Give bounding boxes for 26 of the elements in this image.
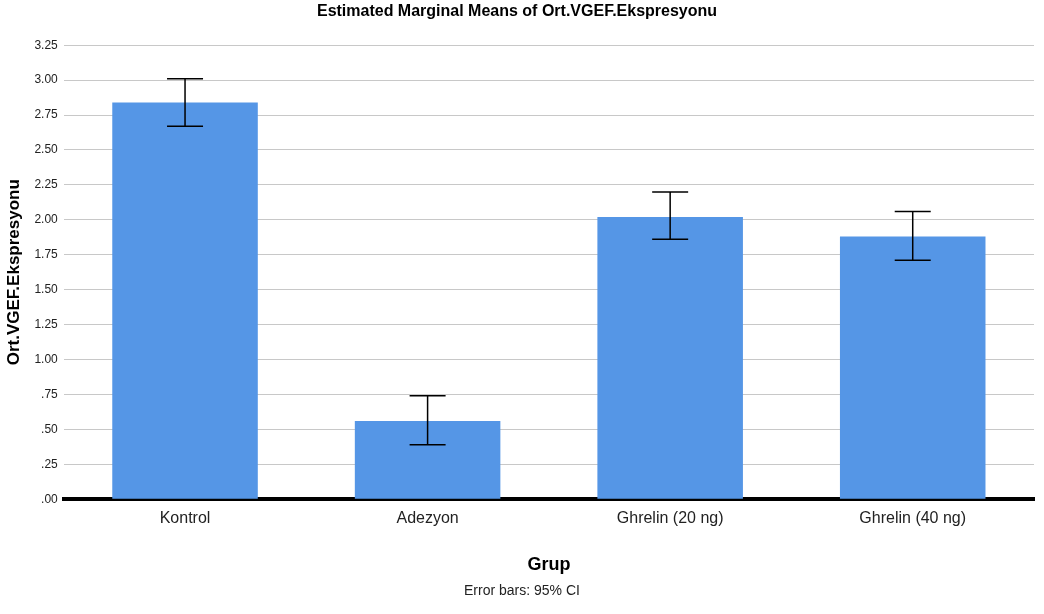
y-tick-label: 1.50	[34, 281, 59, 296]
y-tick-label: 2.75	[34, 107, 59, 122]
x-tick-label: Ghrelin (20 ng)	[616, 509, 724, 527]
text: Error bars: 95% CI	[463, 582, 581, 598]
y-tick-label: 3.25	[34, 37, 59, 52]
chart-title: Estimated Marginal Means of Ort.VGEF.Ekspresyonu	[316, 2, 718, 20]
x-axis-title: Grup	[527, 554, 571, 575]
y-tick-label: 2.25	[34, 177, 59, 192]
y-tick-label: 2.00	[34, 212, 59, 227]
y-tick-label: 1.25	[34, 316, 59, 331]
y-tick-label: 1.00	[34, 351, 59, 366]
y-tick-label: .25	[41, 456, 59, 471]
y-tick-label: 1.75	[34, 247, 59, 262]
x-tick-label: Ghrelin (40 ng)	[859, 509, 967, 527]
bar	[839, 236, 986, 499]
y-tick-label: .00	[41, 491, 59, 506]
y-tick-label: .50	[41, 421, 59, 436]
x-tick-label: Kontrol	[159, 509, 211, 527]
y-axis-title: Ort.VGEF.Ekspresyonu	[3, 179, 23, 366]
bar	[354, 420, 501, 499]
y-tick-label: 2.50	[34, 142, 59, 157]
bar	[112, 102, 258, 499]
x-tick-label: Adezyon	[396, 509, 459, 527]
bar	[597, 217, 743, 499]
y-tick-label: .75	[41, 386, 59, 401]
y-tick-label: 3.00	[34, 72, 59, 87]
